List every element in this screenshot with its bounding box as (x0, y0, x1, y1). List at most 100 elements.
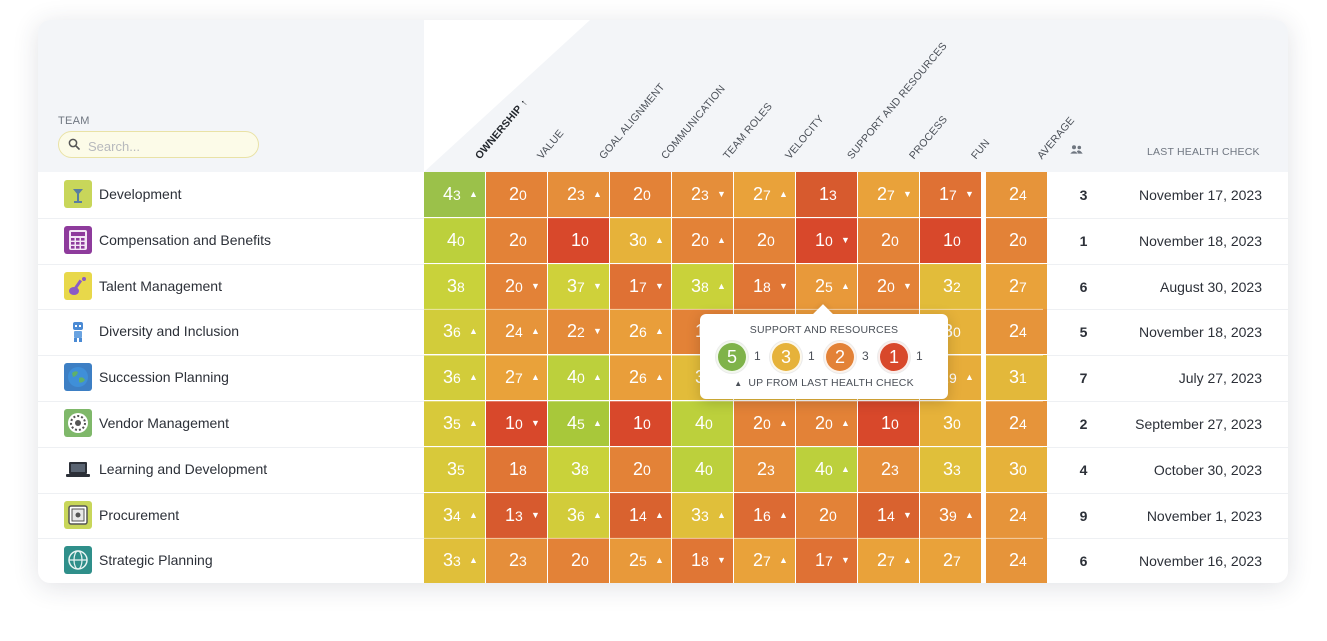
score-cell-communication[interactable]: 26 ▲ (610, 355, 671, 401)
table-row[interactable]: Strategic Planning 33 ▲ 23 20 25 ▲ 18 ▼ 27 ▲ 17 ▼ 27 ▲… (38, 538, 1288, 583)
score-cell-value[interactable]: 23 (486, 538, 547, 583)
score-cell-support-and-resources[interactable]: 25 ▲ (796, 263, 857, 309)
search-field[interactable] (58, 131, 259, 158)
score-cell-ownership[interactable]: 34 ▲ (424, 492, 485, 538)
average-cell[interactable]: 30 (986, 446, 1047, 492)
average-cell[interactable]: 24 (986, 538, 1047, 583)
score-cell-ownership[interactable]: 38 (424, 263, 485, 309)
score-cell-team-roles[interactable]: 38 ▲ (672, 263, 733, 309)
score-cell-team-roles[interactable]: 20 ▲ (672, 217, 733, 263)
table-row[interactable]: Learning and Development 35 18 38 20 40 23 40 ▲ 2… (38, 446, 1288, 493)
score-cell-fun[interactable]: 17 ▼ (920, 172, 981, 217)
score-cell-process[interactable]: 20 ▼ (858, 263, 919, 309)
score-cell-goal-alignment[interactable]: 40 ▲ (548, 355, 609, 401)
score-cell-goal-alignment[interactable]: 22 ▼ (548, 309, 609, 355)
score-cell-communication[interactable]: 14 ▲ (610, 492, 671, 538)
score-cell-goal-alignment[interactable]: 45 ▲ (548, 401, 609, 446)
score-cell-fun[interactable]: 27 (920, 538, 981, 583)
score-cell-goal-alignment[interactable]: 38 (548, 446, 609, 492)
team-name[interactable]: Learning and Development (99, 460, 268, 477)
score-cell-support-and-resources[interactable]: 20 (796, 492, 857, 538)
average-cell[interactable]: 24 (986, 401, 1047, 446)
score-cell-goal-alignment[interactable]: 23 ▲ (548, 172, 609, 217)
table-row[interactable]: Vendor Management 35 ▲ 10 ▼ 45 ▲ 10 40 20 ▲ 20 ▲ 10 30… (38, 401, 1288, 447)
average-cell[interactable]: 27 (986, 263, 1047, 309)
score-cell-velocity[interactable]: 27 ▲ (734, 172, 795, 217)
team-name[interactable]: Vendor Management (99, 415, 229, 431)
score-cell-team-roles[interactable]: 33 ▲ (672, 492, 733, 538)
score-cell-process[interactable]: 14 ▼ (858, 492, 919, 538)
team-name[interactable]: Diversity and Inclusion (99, 323, 240, 340)
search-input[interactable] (86, 136, 250, 156)
score-cell-process[interactable]: 23 (858, 446, 919, 492)
score-cell-velocity[interactable]: 18 ▼ (734, 263, 795, 309)
table-row[interactable]: Talent Management 38 20 ▼ 37 ▼ 17 ▼ 38 ▲ 18 ▼ 25 ▲ 20 ▼… (38, 263, 1288, 310)
score-cell-communication[interactable]: 17 ▼ (610, 263, 671, 309)
score-cell-fun[interactable]: 30 (920, 401, 981, 446)
score-cell-ownership[interactable]: 36 ▲ (424, 309, 485, 355)
score-cell-process[interactable]: 27 ▲ (858, 538, 919, 583)
last-health-check-header[interactable]: LAST HEALTH CHECK (1147, 146, 1260, 158)
score-cell-value[interactable]: 20 ▼ (486, 263, 547, 309)
score-cell-team-roles[interactable]: 40 (672, 401, 733, 446)
score-cell-ownership[interactable]: 35 (424, 446, 485, 492)
score-cell-communication[interactable]: 25 ▲ (610, 538, 671, 583)
score-cell-support-and-resources[interactable]: 10 ▼ (796, 217, 857, 263)
team-name[interactable]: Compensation and Benefits (99, 231, 271, 248)
score-cell-communication[interactable]: 10 (610, 401, 671, 446)
score-cell-ownership[interactable]: 36 ▲ (424, 355, 485, 401)
score-cell-communication[interactable]: 20 (610, 446, 671, 492)
score-cell-process[interactable]: 20 (858, 217, 919, 263)
score-cell-value[interactable]: 10 ▼ (486, 401, 547, 446)
score-cell-velocity[interactable]: 20 ▲ (734, 401, 795, 446)
score-cell-communication[interactable]: 20 (610, 172, 671, 217)
score-cell-ownership[interactable]: 40 (424, 217, 485, 263)
score-cell-velocity[interactable]: 20 (734, 217, 795, 263)
table-row[interactable]: Procurement 34 ▲ 13 ▼ 36 ▲ 14 ▲ 33 ▲ 16 ▲ 20 14 ▼ 39 ▲ 24 9… (38, 492, 1288, 539)
score-cell-value[interactable]: 27 ▲ (486, 355, 547, 401)
score-cell-goal-alignment[interactable]: 20 (548, 538, 609, 583)
score-cell-goal-alignment[interactable]: 10 (548, 217, 609, 263)
table-row[interactable]: Succession Planning36▲27▲40▲26▲323130302… (38, 355, 1288, 401)
team-name[interactable]: Strategic Planning (99, 552, 213, 569)
score-cell-communication[interactable]: 26 ▲ (610, 309, 671, 355)
score-cell-fun[interactable]: 32 (920, 263, 981, 309)
score-cell-support-and-resources[interactable]: 13 (796, 172, 857, 217)
score-cell-value[interactable]: 24 ▲ (486, 309, 547, 355)
score-cell-team-roles[interactable]: 18 ▼ (672, 538, 733, 583)
team-name[interactable]: Procurement (99, 506, 180, 523)
score-cell-fun[interactable]: 10 (920, 217, 981, 263)
score-cell-communication[interactable]: 30 ▲ (610, 217, 671, 263)
score-cell-support-and-resources[interactable]: 20 ▲ (796, 401, 857, 446)
score-cell-process[interactable]: 10 (858, 401, 919, 446)
score-cell-value[interactable]: 20 (486, 172, 547, 217)
score-cell-ownership[interactable]: 35 ▲ (424, 401, 485, 446)
team-name[interactable]: Succession Planning (99, 369, 229, 386)
score-cell-support-and-resources[interactable]: 17 ▼ (796, 538, 857, 583)
score-cell-value[interactable]: 20 (486, 217, 547, 263)
score-cell-value[interactable]: 13 ▼ (486, 492, 547, 538)
average-cell[interactable]: 24 (986, 492, 1047, 538)
table-row[interactable]: Diversity and Inclusion36▲24▲22▼26▲19232… (38, 309, 1288, 355)
score-cell-support-and-resources[interactable]: 40 ▲ (796, 446, 857, 492)
average-cell[interactable]: 24 (986, 172, 1047, 217)
score-cell-fun[interactable]: 33 (920, 446, 981, 492)
score-cell-ownership[interactable]: 33 ▲ (424, 538, 485, 583)
average-cell[interactable]: 24 (986, 309, 1047, 355)
score-cell-velocity[interactable]: 16 ▲ (734, 492, 795, 538)
score-cell-ownership[interactable]: 43 ▲ (424, 172, 485, 217)
score-cell-fun[interactable]: 39 ▲ (920, 492, 981, 538)
score-cell-velocity[interactable]: 27 ▲ (734, 538, 795, 583)
score-cell-goal-alignment[interactable]: 37 ▼ (548, 263, 609, 309)
score-cell-value[interactable]: 18 (486, 446, 547, 492)
score-cell-team-roles[interactable]: 23 ▼ (672, 172, 733, 217)
score-cell-team-roles[interactable]: 40 (672, 446, 733, 492)
table-row[interactable]: Development 43 ▲ 20 23 ▲ 20 23 ▼ 27 ▲ 13 27 ▼ 17 ▼ 24 3 No… (38, 172, 1288, 218)
table-row[interactable]: Compensation and Benefits 40 20 10 30 ▲ 20 ▲ 20 1… (38, 217, 1288, 264)
team-name[interactable]: Development (99, 186, 182, 202)
score-cell-velocity[interactable]: 23 (734, 446, 795, 492)
average-cell[interactable]: 31 (986, 355, 1047, 401)
score-cell-process[interactable]: 27 ▼ (858, 172, 919, 217)
average-cell[interactable]: 20 (986, 217, 1047, 263)
team-name[interactable]: Talent Management (99, 277, 222, 294)
